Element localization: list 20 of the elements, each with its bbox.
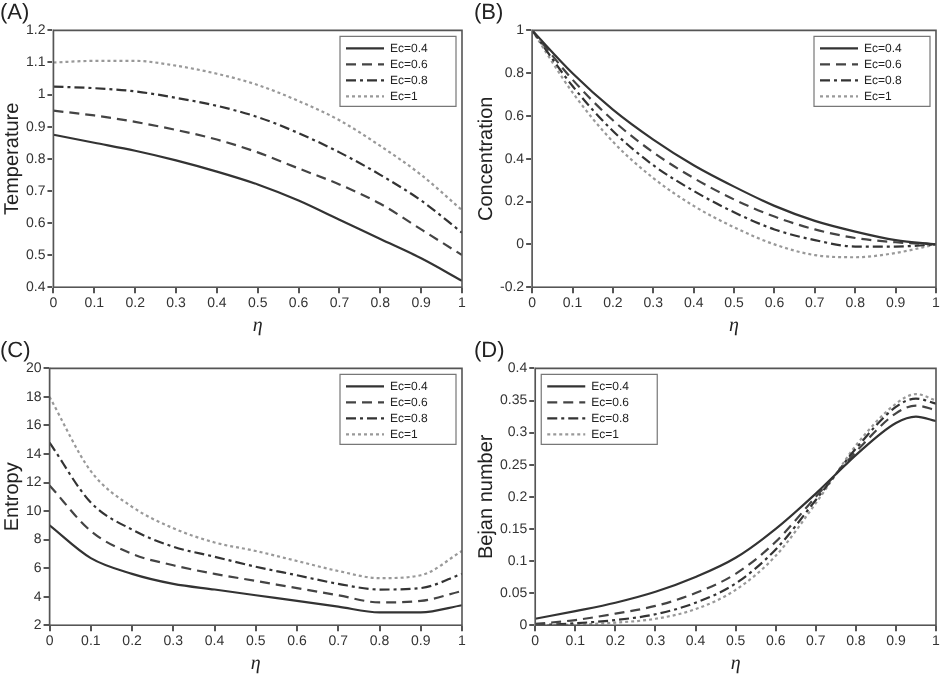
line-series xyxy=(49,395,462,580)
y-axis-title: Concentration xyxy=(475,96,498,222)
line-series xyxy=(49,484,462,604)
line-series xyxy=(53,59,462,212)
line-series xyxy=(49,524,462,614)
line-series xyxy=(49,441,462,591)
chart-title: (B) xyxy=(474,1,504,26)
x-axis-title: η xyxy=(250,653,261,676)
line-series xyxy=(53,109,462,257)
y-axis-title: Entropy xyxy=(1,462,24,532)
chart-title: (C) xyxy=(0,339,31,364)
chart-title: (D) xyxy=(474,339,505,364)
x-axis-title: η xyxy=(730,653,741,676)
line-series xyxy=(53,85,462,234)
y-axis-title: Bejan number xyxy=(475,433,498,560)
chart-title: (A) xyxy=(0,1,30,26)
y-axis-title: Temperature xyxy=(1,101,24,215)
x-axis-title: η xyxy=(729,315,740,338)
line-series xyxy=(53,133,462,282)
x-axis-title: η xyxy=(252,315,263,338)
